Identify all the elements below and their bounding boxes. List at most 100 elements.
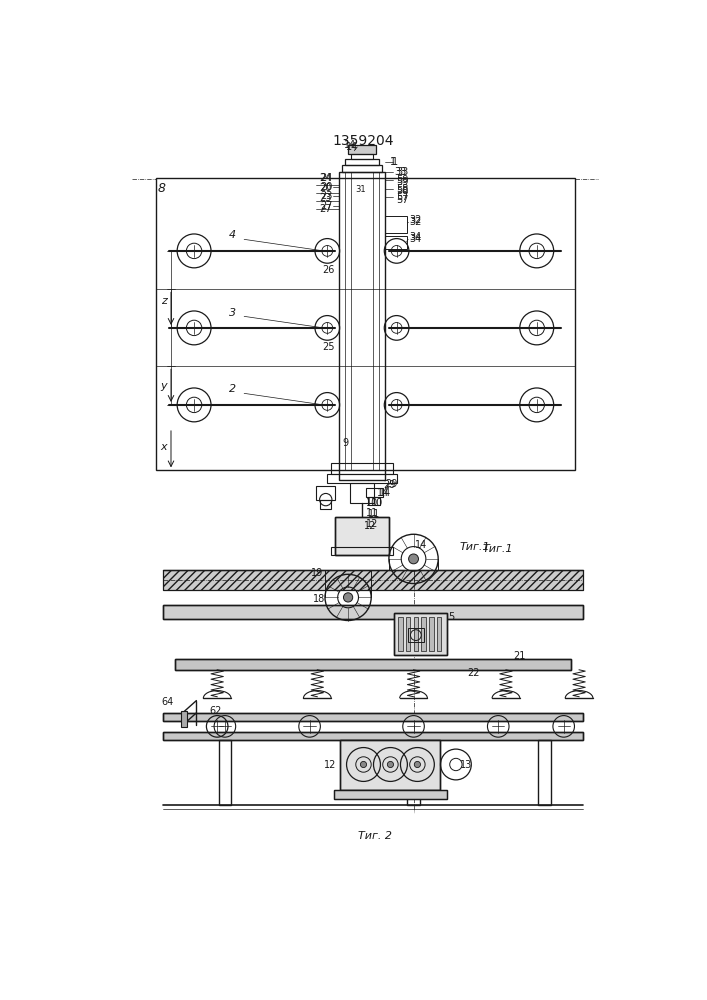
Text: 3: 3 [229, 308, 236, 318]
Bar [163, 605, 583, 619]
Text: x: x [160, 442, 167, 452]
Text: 1: 1 [390, 157, 397, 167]
Bar [331, 547, 393, 555]
Bar [340, 740, 440, 790]
Circle shape [414, 761, 421, 768]
Text: 27: 27 [320, 204, 332, 214]
Text: 24: 24 [320, 173, 333, 183]
Text: 14: 14 [379, 488, 391, 498]
Bar [366, 488, 382, 497]
Bar [163, 732, 583, 740]
Bar [406, 617, 411, 651]
Text: 59: 59 [397, 177, 409, 187]
Text: 29: 29 [383, 480, 396, 490]
Text: 25: 25 [322, 342, 335, 352]
Bar [163, 713, 583, 721]
Text: 57: 57 [397, 195, 409, 205]
Text: 4: 4 [229, 231, 236, 240]
Text: 11: 11 [366, 508, 378, 518]
Text: 31: 31 [356, 185, 366, 194]
Bar [218, 740, 231, 805]
Text: 20: 20 [320, 183, 332, 193]
Bar [342, 165, 382, 172]
Bar [163, 570, 583, 590]
Text: 14: 14 [346, 142, 358, 152]
Bar [339, 172, 385, 480]
Bar [345, 158, 379, 165]
Bar [335, 517, 389, 555]
Text: 18: 18 [312, 594, 325, 604]
Text: 1: 1 [392, 157, 398, 167]
Bar [156, 178, 575, 470]
Bar [335, 517, 389, 555]
Bar [334, 790, 447, 799]
Bar [181, 711, 187, 727]
Text: 12: 12 [366, 519, 378, 529]
Text: 22: 22 [467, 668, 480, 678]
Bar [163, 605, 583, 619]
Text: 58: 58 [397, 186, 409, 196]
Text: 29: 29 [385, 479, 397, 489]
Text: 62: 62 [209, 706, 222, 716]
Text: 34: 34 [409, 232, 422, 242]
Bar [351, 154, 373, 158]
Text: 12: 12 [363, 521, 376, 531]
Bar [385, 235, 407, 249]
Bar [348, 145, 376, 154]
Text: 21: 21 [514, 651, 526, 661]
Bar [163, 713, 583, 721]
Bar [163, 732, 583, 740]
Bar [385, 216, 407, 233]
Bar [351, 483, 373, 503]
Text: 1359204: 1359204 [332, 134, 394, 148]
Text: 33: 33 [397, 167, 409, 177]
Bar [368, 497, 380, 505]
Bar [175, 659, 571, 670]
Text: 9: 9 [343, 438, 349, 448]
Text: Τиг.1: Τиг.1 [460, 542, 491, 552]
Bar [327, 474, 397, 483]
Bar [407, 740, 420, 805]
Bar [437, 617, 441, 651]
Text: 2: 2 [229, 384, 236, 394]
Bar [340, 740, 440, 790]
Text: 10: 10 [366, 498, 378, 508]
Text: 34: 34 [409, 234, 422, 244]
Bar [538, 740, 551, 805]
Text: y: y [160, 381, 167, 391]
Bar [398, 617, 403, 651]
Bar [395, 613, 447, 655]
Bar [421, 617, 426, 651]
Text: 24: 24 [320, 173, 332, 183]
Text: Τиг.1: Τиг.1 [483, 544, 513, 554]
Text: 32: 32 [409, 217, 422, 227]
Bar [395, 613, 447, 655]
Text: 64: 64 [161, 697, 173, 707]
Text: 8: 8 [158, 182, 166, 195]
Text: 19: 19 [311, 568, 323, 578]
Text: 33: 33 [395, 167, 407, 177]
Text: 27: 27 [320, 201, 333, 211]
Bar [175, 659, 571, 670]
Bar [334, 790, 447, 799]
Circle shape [409, 554, 419, 564]
Text: 57: 57 [396, 192, 409, 202]
Text: 11: 11 [368, 509, 380, 519]
Text: 14: 14 [344, 140, 356, 150]
Bar [320, 500, 331, 509]
Text: z: z [161, 296, 167, 306]
Text: 26: 26 [322, 265, 335, 275]
Circle shape [344, 593, 353, 602]
Text: 5: 5 [448, 612, 455, 622]
Text: 59: 59 [396, 175, 408, 185]
Bar [408, 628, 423, 642]
Circle shape [387, 761, 394, 768]
Text: 14: 14 [415, 540, 427, 550]
Text: 13: 13 [460, 760, 472, 770]
Text: 58: 58 [396, 184, 408, 194]
Text: 23: 23 [320, 191, 333, 201]
Text: 20: 20 [320, 182, 333, 192]
Circle shape [361, 761, 366, 768]
Bar [316, 486, 335, 500]
Text: 23: 23 [320, 193, 332, 203]
